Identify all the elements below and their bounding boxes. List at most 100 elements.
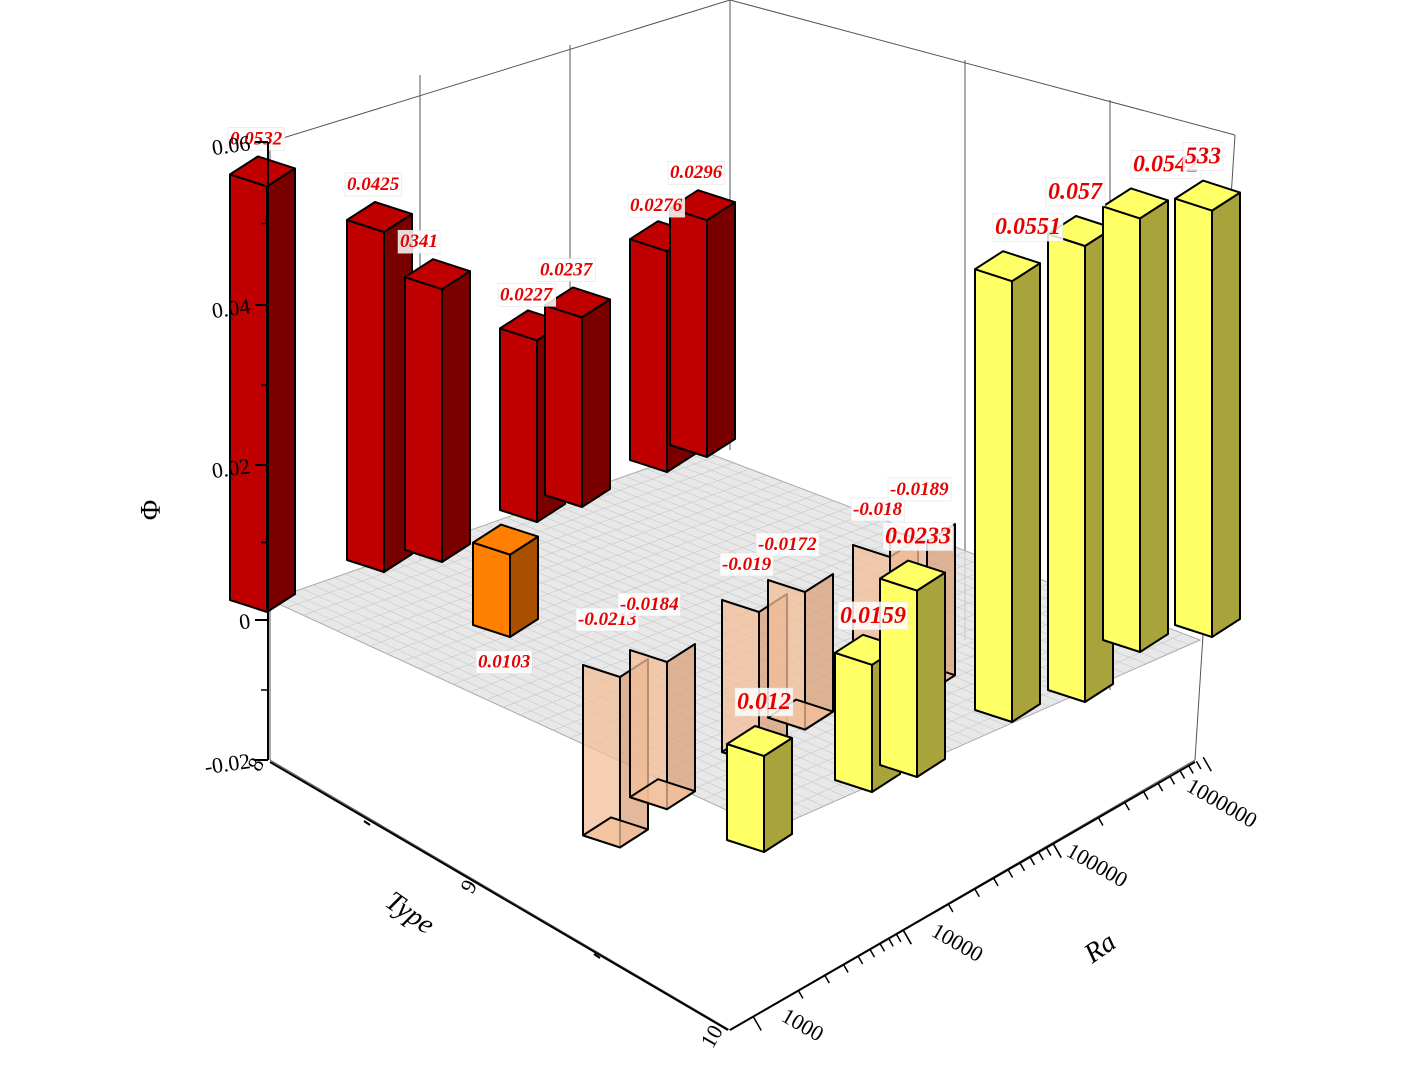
ra-tick-label: 1000 (778, 1003, 829, 1047)
ra-axis-tick (1202, 756, 1212, 772)
bar-side-face (1139, 199, 1169, 653)
bar-top-face (404, 258, 471, 291)
ra-axis-tick (797, 990, 804, 999)
ra-axis-tick (1142, 791, 1149, 800)
value-label: 0.0233 (882, 522, 954, 551)
value-label-text: 0.0296 (670, 162, 723, 183)
frame-line (729, 0, 1236, 136)
value-label-bg (992, 212, 1064, 242)
zero-plane-gridline (280, 595, 781, 826)
z-tick-label: 0.02 (210, 453, 252, 483)
bar-front-face (1174, 197, 1213, 638)
ra-axis-tick (888, 938, 894, 947)
ra-axis-tick (857, 955, 864, 965)
bar-yellow-100000b (879, 559, 946, 778)
value-label: 0.012 (734, 687, 794, 717)
type-axis-title: Type (380, 885, 441, 940)
value-label-bg (627, 193, 685, 218)
value-label-text: -0.0189 (890, 479, 949, 500)
z-tick-label: 0.06 (210, 130, 252, 160)
ra-axis-line (729, 761, 1196, 1031)
bar-front-face (404, 276, 443, 563)
bar-yellow-1000000c (1102, 187, 1169, 653)
ra-axis-tick (1179, 770, 1186, 779)
value-label: 533 (1182, 142, 1224, 171)
bar-front-face (499, 327, 538, 523)
bar-front-face (1047, 233, 1086, 703)
bar-front-face (834, 651, 873, 793)
value-label: 0.0296 (667, 160, 725, 185)
bar-front-face (629, 238, 668, 473)
ra-axis-tick (1124, 802, 1130, 811)
ra-axis-tick (824, 974, 830, 984)
bar-side-face (441, 270, 471, 563)
bar-orange-1000 (472, 523, 539, 638)
bar-yellow-1000000d (1174, 179, 1241, 638)
value-label-bg (887, 477, 952, 502)
ra-axis-tick (895, 933, 902, 943)
bar-yellow-10000 (726, 725, 793, 853)
ra-axis-tick (1097, 817, 1104, 826)
value-label-bg (397, 229, 441, 254)
ra-axis-tick (752, 1016, 762, 1031)
ra-axis-tick (1045, 847, 1052, 856)
value-label: 0.0425 (344, 172, 402, 197)
bar-red-10000 (346, 201, 413, 573)
bar-front-face (544, 304, 583, 508)
bar-top-face (472, 523, 539, 556)
bar-top-face (544, 286, 611, 319)
value-label-bg (719, 552, 774, 577)
ra-axis-tick (1038, 851, 1044, 861)
value-label-text: -0.0184 (620, 594, 679, 615)
value-label: 0.0103 (475, 650, 533, 674)
ra-axis-title: Ra (1078, 926, 1122, 970)
frame-line (269, 759, 731, 1031)
value-label-bg (617, 592, 681, 617)
bar-top-face (1174, 179, 1241, 212)
value-label-text: 533 (1185, 144, 1221, 170)
bar-side-face (763, 737, 793, 853)
z-tick-label: 0 (237, 608, 251, 634)
ra-axis-tick (879, 943, 886, 952)
bar-side-face (581, 298, 611, 508)
value-labels-layer: 0.0532 0.0425 0341 0.0227 0.0237 0.0276 0.0296… (227, 127, 1224, 717)
value-label: -0.0172 (755, 532, 820, 557)
z-axis-title: Φ (136, 500, 167, 520)
value-label-text: 0341 (400, 231, 438, 252)
value-label-text: -0.0172 (758, 534, 817, 555)
bar-top-face (974, 250, 1041, 283)
ra-tick-label: 1000000 (1183, 773, 1262, 833)
value-label-bg (344, 172, 402, 197)
bar-front-face (229, 173, 268, 613)
bar-side-face (266, 167, 296, 613)
bar-yellow-1000000 (974, 250, 1041, 723)
value-label-text: 0.0551 (995, 214, 1061, 240)
value-label-bg (1182, 142, 1224, 171)
bar-top-face (669, 189, 736, 222)
value-label: -0.0189 (887, 477, 952, 502)
value-label-bg (475, 650, 533, 674)
ra-axis-tick (1157, 782, 1164, 792)
value-label-bg (1045, 177, 1106, 207)
z-tick-label: 0.04 (210, 293, 252, 323)
bar-front-face (669, 207, 708, 458)
value-label: 0.0237 (537, 258, 596, 282)
ra-axis-tick (842, 964, 849, 973)
ra-axis-tick (1195, 760, 1202, 770)
bar-front-face (472, 541, 511, 638)
type-axis-line (269, 761, 729, 1031)
value-label-bg (667, 160, 725, 185)
value-label-text: 0.0532 (230, 128, 283, 149)
bar-red-10000b (404, 258, 471, 563)
ra-tick-label: 10000 (928, 918, 988, 967)
value-label-bg (850, 497, 905, 522)
bar-top-face (1102, 187, 1169, 220)
value-label-bg (755, 532, 820, 557)
ra-axis-tick (902, 929, 912, 945)
ra-axis-tick (1019, 862, 1026, 872)
value-label: 0.0159 (837, 601, 909, 631)
value-label-text: 0.057 (1048, 179, 1103, 205)
value-label-text: 0.0227 (500, 284, 554, 305)
